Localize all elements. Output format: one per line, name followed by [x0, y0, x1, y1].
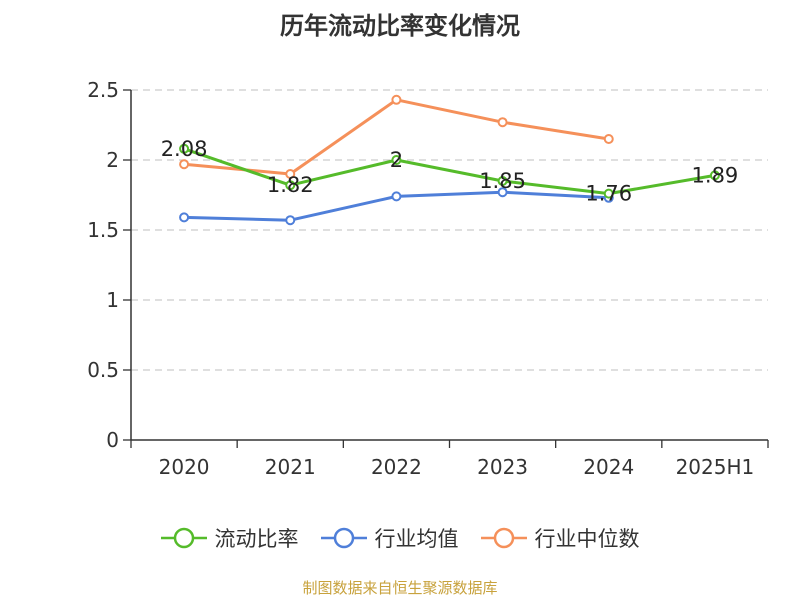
series-2-point-2022: [391, 94, 402, 105]
y-tick-label-5: 2.5: [87, 78, 119, 102]
series-1-point-2020: [179, 212, 190, 223]
x-tick-label-2024: 2024: [583, 455, 634, 479]
series-lines: [179, 94, 720, 226]
x-tick-label-2022: 2022: [371, 455, 422, 479]
legend: 流动比率 行业均值 行业中位数: [0, 518, 800, 558]
series-1-point-2023: [497, 187, 508, 198]
series-2-point-2023: [497, 117, 508, 128]
series-line-0: [183, 147, 716, 196]
y-tick-label-4: 2: [106, 148, 119, 172]
series-0-point-2023: [497, 176, 508, 186]
y-tick-label-2: 1: [106, 288, 119, 312]
chart-canvas: 0 0.5 1 1.5 2 2.5 2020 2021 2022 2023 2024 2025H1 2…: [87, 78, 769, 479]
series-2-point-2024: [603, 134, 614, 144]
data-label-2021: 1.82: [267, 173, 314, 197]
x-tick-label-2025H1: 2025H1: [676, 455, 755, 479]
source-note: 制图数据来自恒生聚源数据库: [302, 579, 498, 597]
legend-marker-current-ratio: [160, 527, 207, 549]
data-labels: 2.08 1.82 2 1.85 1.76 1.89: [161, 137, 739, 206]
legend-item-industry-median[interactable]: 行业中位数: [480, 523, 640, 553]
legend-marker-industry-mean: [320, 527, 367, 549]
series-1-point-2021: [285, 215, 296, 226]
legend-label-current-ratio: 流动比率: [214, 527, 299, 551]
y-tick-label-0: 0: [106, 428, 119, 452]
series-0-point-2025H1: [709, 170, 720, 181]
series-0-point-2022: [391, 155, 402, 165]
legend-marker-industry-median: [480, 527, 527, 549]
series-0-point-2021: [285, 180, 296, 191]
legend-label-industry-mean: 行业均值: [374, 527, 459, 551]
y-tick-label-3: 1.5: [87, 218, 119, 242]
data-label-2025H1: 1.89: [692, 163, 739, 187]
data-label-2022: 2: [390, 148, 403, 172]
chart-title: 历年流动比率变化情况: [280, 12, 520, 40]
data-label-2020: 2.08: [161, 137, 208, 161]
y-tick-label-1: 0.5: [87, 358, 119, 382]
legend-item-industry-mean[interactable]: 行业均值: [320, 523, 459, 553]
legend-item-current-ratio[interactable]: 流动比率: [160, 523, 299, 553]
series-1-point-2022: [391, 191, 402, 202]
x-tick-label-2023: 2023: [477, 455, 528, 479]
data-label-2024: 1.76: [585, 182, 632, 206]
grid-lines: [131, 89, 768, 371]
series-0-point-2020: [179, 143, 190, 154]
series-0-point-2024: [603, 188, 614, 199]
legend-label-industry-median: 行业中位数: [534, 527, 640, 551]
series-2-point-2020: [179, 159, 190, 170]
data-label-2023: 1.85: [479, 169, 526, 193]
axes: 0 0.5 1 1.5 2 2.5 2020 2021 2022 2023 2024 2025H1: [87, 78, 769, 479]
x-tick-label-2021: 2021: [265, 455, 316, 479]
series-2-point-2021: [285, 169, 296, 179]
x-tick-label-2020: 2020: [159, 455, 210, 479]
